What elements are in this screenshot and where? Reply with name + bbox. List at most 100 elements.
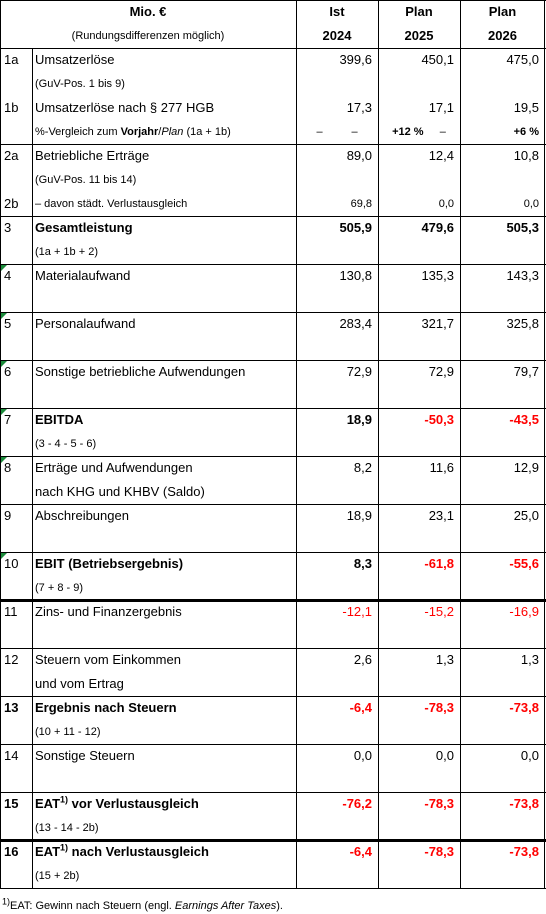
column-year: 2024 [322, 28, 352, 43]
label-text: Gesamtleistung [35, 220, 133, 235]
rule [0, 792, 546, 793]
column-header: Plan [488, 4, 517, 19]
footnote-part: : Gewinn nach Steuern (engl. [29, 900, 175, 912]
value: -6,4 [349, 700, 372, 715]
value: -12,1 [342, 604, 372, 619]
value: 1,3 [435, 652, 454, 667]
row-sub: (10 + 11 - 12) [35, 726, 101, 738]
row-label: Gesamtleistung [35, 216, 133, 240]
value: 0,0 [520, 748, 539, 763]
label-text: EAT [35, 844, 61, 859]
value: -6,4 [349, 844, 372, 859]
row-sub: (1a + 1b + 2) [35, 246, 98, 258]
rule [378, 0, 379, 889]
label-sup: 1) [60, 794, 69, 805]
label-text: Ergebnis nach Steuern [35, 700, 177, 715]
rule [0, 839, 546, 842]
label-text: Personalaufwand [35, 316, 136, 331]
rule [0, 264, 546, 265]
value: 10,8 [513, 148, 539, 163]
label-sup: 1) [60, 842, 69, 853]
value: 89,0 [346, 148, 372, 163]
row-label: Sonstige Steuern [35, 744, 135, 768]
label-text: Sonstige Steuern [35, 748, 135, 763]
value: 72,9 [428, 364, 454, 379]
label-text: Steuern vom Einkommen [35, 652, 181, 667]
value: -73,8 [509, 844, 539, 859]
value: 321,7 [421, 316, 454, 331]
value: -61,8 [424, 556, 454, 571]
header-cover [32, 1, 33, 48]
compare-cell: +12 % – [384, 120, 454, 144]
value: 12,4 [428, 148, 454, 163]
row-label: Personalaufwand [35, 312, 135, 336]
row-label-2: nach KHG und KHBV (Saldo) [35, 484, 205, 499]
rule [0, 696, 546, 697]
header-note: (Rundungsdifferenzen möglich) [71, 30, 225, 42]
row-number: 16 [4, 844, 19, 859]
row-label-2: und vom Ertrag [35, 676, 124, 691]
row-number: 13 [4, 700, 19, 715]
rule [0, 552, 546, 553]
row-number: 7 [4, 412, 12, 427]
value: -76,2 [342, 796, 372, 811]
value: 479,6 [421, 220, 454, 235]
row-sub: (13 - 14 - 2b) [35, 822, 99, 834]
label-text: Erträge und Aufwendungen [35, 460, 193, 475]
footnote-part: EAT [10, 900, 30, 912]
value: 18,9 [346, 508, 372, 523]
row-label: Umsatzerlöse [35, 48, 114, 72]
value: 0,0 [353, 748, 372, 763]
value: 2,6 [353, 652, 372, 667]
value: 505,3 [506, 220, 539, 235]
row-sub: (3 - 4 - 5 - 6) [35, 438, 97, 450]
row-label: Sonstige betriebliche Aufwendungen [35, 360, 245, 384]
compare-cell: +6 % [466, 120, 539, 144]
label-text: nach Verlustausgleich [68, 844, 209, 859]
row-number: 12 [4, 652, 19, 667]
label-text: – davon städt. Verlustausgleich [35, 198, 188, 210]
value: -55,6 [509, 556, 539, 571]
rule [0, 408, 546, 409]
value: 25,0 [513, 508, 539, 523]
compare-value: – [439, 126, 446, 138]
row-number: 14 [4, 748, 19, 763]
comment-marker [1, 553, 7, 559]
value: -16,9 [509, 604, 539, 619]
rule [0, 744, 546, 745]
row-label: Erträge und Aufwendungen [35, 456, 193, 480]
footnote-part: Earnings After Taxes [174, 900, 277, 912]
row-sub: (15 + 2b) [35, 870, 80, 882]
value: 72,9 [346, 364, 372, 379]
row-number: 15 [4, 796, 19, 811]
compare-part: / [158, 126, 162, 138]
row-label: EBITDA [35, 408, 83, 432]
row-number: 1b [4, 100, 19, 115]
compare-value: – [316, 126, 323, 138]
value: 283,4 [339, 316, 372, 331]
rule [32, 0, 33, 889]
row-label: Materialaufwand [35, 264, 130, 288]
row-label: EAT1) nach Verlustausgleich [35, 840, 209, 864]
row-number: 1a [4, 52, 19, 67]
comment-marker [1, 457, 7, 463]
row-label: Ergebnis nach Steuern [35, 696, 177, 720]
value: -43,5 [509, 412, 539, 427]
value: -15,2 [424, 604, 454, 619]
label-text: Sonstige betriebliche Aufwendungen [35, 364, 246, 379]
footnote: 1)EAT: Gewinn nach Steuern (engl. Earnin… [2, 894, 283, 914]
row-label: Umsatzerlöse nach § 277 HGB [35, 96, 214, 120]
label-text: EBIT (Betriebsergebnis) [35, 556, 184, 571]
rule [0, 312, 546, 313]
label-text: vor Verlustausgleich [68, 796, 199, 811]
value: 1,3 [520, 652, 539, 667]
value: -50,3 [424, 412, 454, 427]
label-text: Umsatzerlöse nach § 277 HGB [35, 100, 215, 115]
row-label: EBIT (Betriebsergebnis) [35, 552, 183, 576]
comment-marker [1, 409, 7, 415]
value: -73,8 [509, 796, 539, 811]
value: 0,0 [435, 748, 454, 763]
comment-marker [1, 361, 7, 367]
value: 17,3 [346, 100, 372, 115]
